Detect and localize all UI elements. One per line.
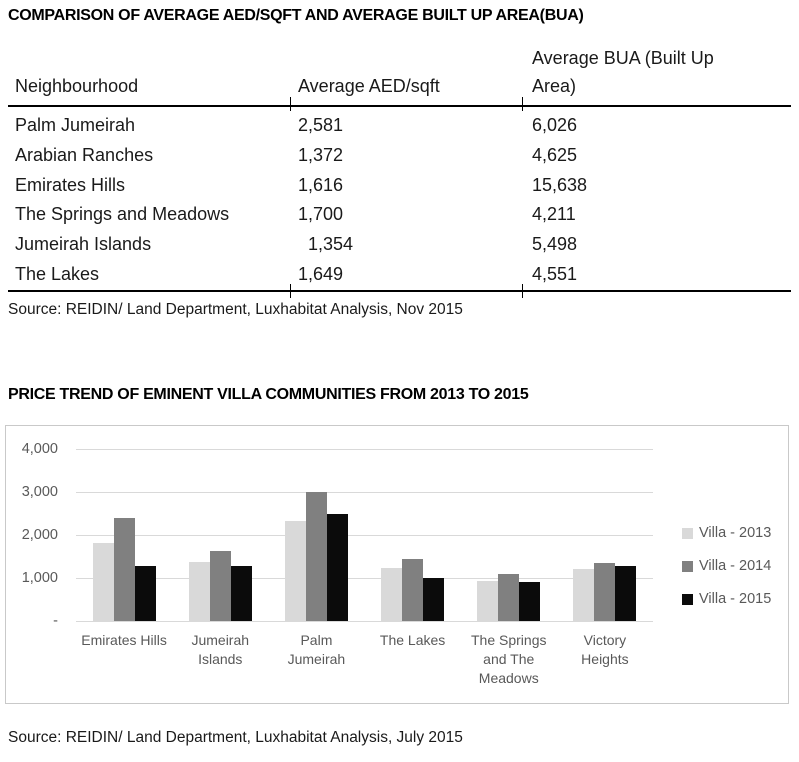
table-header-row: Neighbourhood Average AED/sqft Average B… (8, 44, 791, 107)
table-title: COMPARISON OF AVERAGE AED/SQFT AND AVERA… (8, 7, 584, 24)
chart-title: PRICE TREND OF EMINENT VILLA COMMUNITIES… (8, 386, 529, 403)
table-cell: 1,616 (298, 174, 344, 195)
table-cell: Emirates Hills (15, 174, 126, 195)
bar-villa-2014 (113, 517, 135, 621)
bar-villa-2015 (423, 577, 445, 621)
table-cell: 4,211 (532, 204, 576, 225)
bar-chart: 4,000 3,000 2,000 1,000 - Emirates Hills Jume… (5, 425, 789, 704)
column-divider-tick (290, 284, 291, 298)
gridline (76, 578, 653, 579)
y-axis-tick-label: 1,000 (21, 570, 58, 586)
table-cell: 5,498 (532, 234, 578, 255)
column-divider-tick (522, 97, 523, 111)
bar-villa-2014 (402, 559, 424, 621)
legend-label: Villa - 2013 (699, 525, 772, 541)
x-axis-line (76, 621, 653, 622)
bar-villa-2014 (209, 550, 231, 621)
bar-villa-2013 (92, 542, 114, 621)
legend-item: Villa - 2013 (682, 525, 771, 541)
table-cell: 4,625 (532, 144, 578, 165)
table-cell: 15,638 (532, 174, 588, 195)
bar-villa-2014 (305, 492, 327, 621)
legend-swatch-icon (682, 527, 693, 539)
bar-villa-2013 (188, 561, 210, 621)
column-header-bua: Average BUA (Built Up Area) (532, 48, 714, 96)
table-cell: Jumeirah Islands (15, 234, 152, 255)
table-source-note: Source: REIDIN/ Land Department, Luxhabi… (8, 301, 463, 318)
x-axis-label: Palm Jumeirah (287, 632, 346, 667)
legend-item: Villa - 2014 (682, 558, 771, 574)
y-axis-tick-label: - (53, 613, 58, 629)
column-header-neighbourhood: Neighbourhood (15, 76, 139, 96)
table-cell: 6,026 (532, 115, 578, 135)
table-cell: 1,700 (298, 204, 344, 225)
table-cell: Arabian Ranches (15, 144, 154, 165)
bar-villa-2015 (326, 513, 348, 621)
legend-item: Villa - 2015 (682, 591, 771, 607)
bar-villa-2015 (519, 582, 541, 621)
table-cell: 1,354 (298, 234, 354, 255)
y-axis-tick-label: 3,000 (21, 484, 58, 500)
table-body: Palm Jumeirah 2,581 6,026 Arabian Ranches 1,… (8, 107, 791, 292)
bar-villa-2013 (573, 568, 595, 621)
legend-swatch-icon (682, 560, 693, 572)
y-axis-tick-label: 2,000 (21, 527, 58, 543)
bar-villa-2014 (498, 574, 520, 621)
x-axis-label: The Springs and The Meadows (471, 632, 547, 686)
legend-swatch-icon (682, 593, 693, 605)
column-header-aed-sqft: Average AED/sqft (298, 76, 440, 96)
x-axis-label: Jumeirah Islands (191, 632, 250, 667)
gridline (76, 535, 653, 536)
x-axis-label: Emirates Hills (81, 632, 167, 648)
table-cell: Palm Jumeirah (15, 115, 136, 135)
gridline (76, 492, 653, 493)
bar-villa-2013 (381, 568, 403, 621)
table-cell: The Springs and Meadows (15, 204, 230, 225)
legend-label: Villa - 2014 (699, 558, 772, 574)
bar-villa-2013 (477, 581, 499, 621)
table-cell: The Lakes (15, 263, 100, 284)
x-axis-label: The Lakes (379, 632, 446, 648)
chart-source-note: Source: REIDIN/ Land Department, Luxhabi… (8, 729, 463, 746)
table-cell: 4,551 (532, 263, 578, 284)
gridline (76, 449, 653, 450)
x-axis-label: Victory Heights (581, 632, 629, 667)
comparison-table: Neighbourhood Average AED/sqft Average B… (8, 44, 791, 298)
plot-area: Emirates Hills Jumeirah Islands Palm Jumei… (76, 449, 653, 686)
bar-villa-2015 (134, 566, 156, 621)
y-axis-tick-label: 4,000 (21, 441, 58, 457)
legend-label: Villa - 2015 (699, 591, 772, 607)
column-divider-tick (290, 97, 291, 111)
chart-legend: Villa - 2013 Villa - 2014 Villa - 2015 (682, 525, 771, 607)
bar-villa-2015 (615, 565, 637, 621)
bar-villa-2015 (230, 565, 252, 621)
table-cell: 2,581 (298, 115, 344, 135)
bar-villa-2014 (594, 562, 616, 621)
column-divider-tick (522, 284, 523, 298)
bar-villa-2013 (284, 521, 306, 621)
table-cell: 1,649 (298, 263, 344, 284)
table-cell: 1,372 (298, 144, 344, 165)
